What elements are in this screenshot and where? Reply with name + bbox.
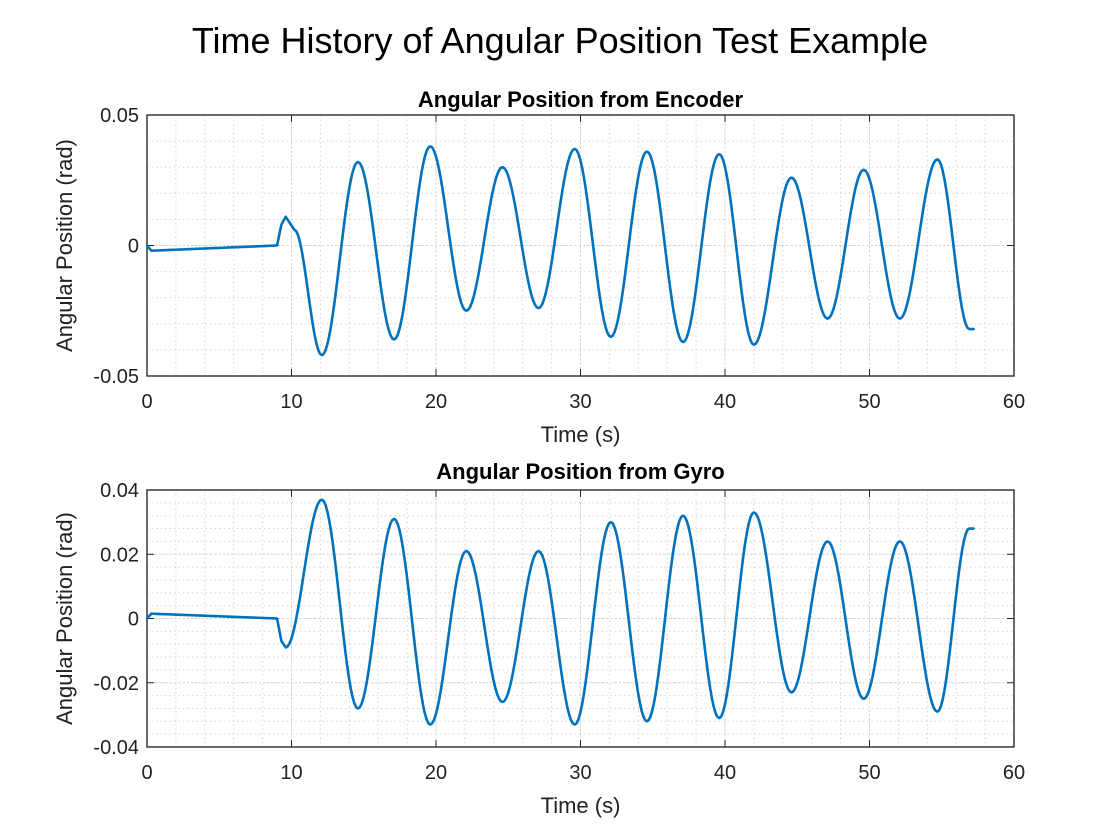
encoder-grid	[146, 114, 1015, 377]
encoder-x-tick-label: 40	[714, 391, 736, 413]
encoder-subplot-title: Angular Position from Encoder	[418, 87, 744, 112]
gyro-y-tick-label: 0.04	[100, 480, 139, 502]
gyro-x-tick-label: 0	[141, 762, 152, 784]
figure-title: Time History of Angular Position Test Ex…	[192, 20, 928, 61]
encoder-subplot: Angular Position from Encoder Time (s) A…	[52, 87, 1025, 447]
encoder-y-tick-label: -0.05	[93, 366, 139, 388]
gyro-x-tick-label: 20	[425, 762, 447, 784]
encoder-x-tick-label: 50	[858, 391, 880, 413]
encoder-x-axis-label: Time (s)	[541, 422, 621, 447]
encoder-x-tick-label: 20	[425, 391, 447, 413]
encoder-y-axis-label: Angular Position (rad)	[52, 139, 77, 352]
gyro-subplot: Angular Position from Gyro Time (s) Angu…	[52, 459, 1025, 818]
gyro-x-tick-label: 50	[858, 762, 880, 784]
encoder-y-tick-label: 0	[128, 236, 139, 258]
gyro-x-tick-label: 30	[569, 762, 591, 784]
gyro-y-tick-label: 0.02	[100, 544, 139, 566]
gyro-y-tick-label: 0	[128, 609, 139, 631]
encoder-y-tick-label: 0.05	[100, 105, 139, 127]
gyro-y-axis-label: Angular Position (rad)	[52, 512, 77, 725]
gyro-series-line	[145, 498, 975, 726]
gyro-x-tick-label: 60	[1003, 762, 1025, 784]
gyro-y-tick-label: -0.02	[93, 673, 139, 695]
encoder-x-tick-label: 10	[280, 391, 302, 413]
gyro-x-tick-label: 40	[714, 762, 736, 784]
gyro-x-axis-label: Time (s)	[541, 793, 621, 818]
gyro-x-tick-label: 10	[280, 762, 302, 784]
encoder-series-line	[145, 145, 975, 357]
encoder-x-tick-label: 60	[1003, 391, 1025, 413]
gyro-subplot-title: Angular Position from Gyro	[436, 459, 724, 484]
encoder-x-tick-label: 0	[141, 391, 152, 413]
encoder-x-tick-label: 30	[569, 391, 591, 413]
gyro-y-tick-label: -0.04	[93, 737, 139, 759]
